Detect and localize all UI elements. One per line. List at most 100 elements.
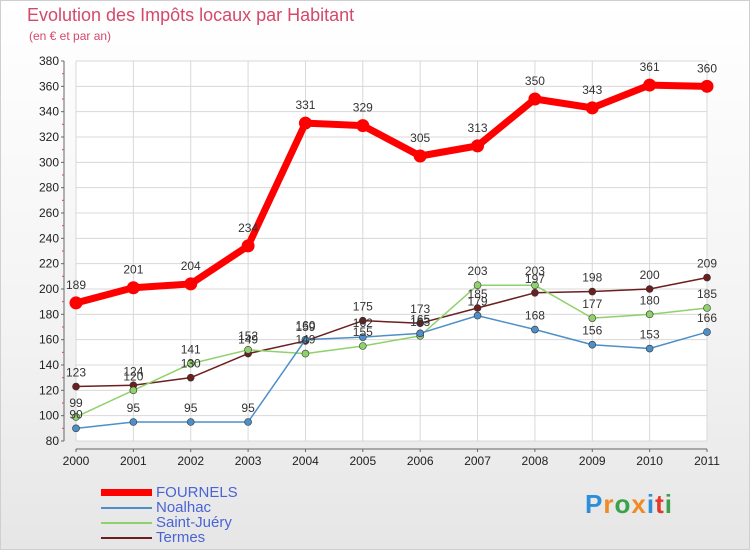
data-point (186, 373, 195, 382)
data-point (531, 288, 539, 297)
data-label: 343 (582, 83, 602, 97)
data-label: 149 (238, 333, 258, 347)
data-label: 168 (525, 309, 545, 323)
y-tick-label: 380 (39, 54, 59, 68)
data-label: 360 (697, 61, 717, 75)
y-tick-label: 120 (39, 383, 59, 397)
data-label: 160 (295, 319, 315, 333)
y-tick-label: 180 (39, 307, 59, 321)
data-point (416, 319, 424, 328)
data-point (359, 316, 367, 325)
x-tick-label: 2008 (522, 454, 549, 468)
legend-label: Saint-Juéry (156, 514, 232, 531)
data-label: 173 (410, 302, 430, 316)
data-point (643, 78, 657, 92)
logo-letter: x (631, 489, 647, 519)
data-label: 166 (697, 311, 717, 325)
data-point (703, 273, 711, 282)
data-point (186, 418, 195, 426)
data-point (69, 296, 83, 310)
data-label: 179 (468, 295, 488, 309)
logo-letter: P (585, 489, 604, 519)
legend-item: Noalhac (101, 500, 301, 515)
data-label: 203 (525, 264, 545, 278)
plot-area (76, 61, 707, 441)
legend-label: Noalhac (156, 499, 212, 516)
legend-swatch (101, 489, 152, 496)
data-label: 90 (69, 407, 83, 421)
data-point (244, 345, 252, 354)
y-tick-label: 320 (39, 130, 59, 144)
data-point (416, 329, 424, 338)
data-label: 162 (353, 316, 373, 330)
logo-letter: o (614, 489, 632, 519)
data-label: 120 (123, 369, 143, 383)
data-point (588, 314, 597, 322)
data-label: 329 (353, 101, 373, 115)
legend-swatch (101, 537, 152, 539)
data-label: 153 (640, 328, 660, 342)
y-tick-label: 200 (39, 282, 59, 296)
data-label: 159 (295, 320, 315, 334)
series-line-fournels (72, 81, 711, 307)
data-label: 204 (181, 259, 201, 273)
data-label: 165 (410, 312, 430, 326)
data-point (585, 101, 599, 115)
data-point (126, 281, 140, 295)
logo-letter: r (603, 489, 615, 519)
y-tick-label: 360 (39, 79, 59, 93)
data-label: 156 (582, 324, 602, 338)
data-label: 123 (66, 366, 86, 380)
data-label: 180 (640, 293, 660, 307)
data-label: 350 (525, 74, 545, 88)
legend-swatch (101, 507, 152, 509)
data-label: 198 (582, 271, 602, 285)
data-point (184, 277, 198, 291)
data-point (301, 335, 310, 344)
x-tick-label: 2005 (349, 454, 376, 468)
data-point (359, 333, 367, 341)
data-label: 95 (127, 401, 141, 415)
data-point (413, 149, 427, 163)
data-point (72, 413, 80, 421)
data-point (298, 116, 312, 130)
data-point (531, 281, 539, 290)
data-point (186, 359, 195, 368)
data-label: 313 (468, 121, 488, 135)
y-tick-label: 300 (39, 155, 59, 169)
data-point (301, 349, 310, 358)
chart-legend: FOURNELS Noalhac Saint-Juéry Termes (101, 485, 301, 545)
data-label: 209 (697, 257, 717, 271)
data-label: 189 (66, 278, 86, 292)
data-label: 130 (181, 357, 201, 371)
data-label: 163 (410, 315, 430, 329)
logo-letter: i (646, 489, 656, 519)
data-label: 185 (697, 287, 717, 301)
legend-item: Saint-Juéry (101, 515, 301, 530)
data-point (129, 386, 138, 395)
data-point (244, 418, 252, 426)
data-point (645, 285, 654, 293)
data-label: 152 (238, 329, 258, 343)
x-tick-label: 2006 (407, 454, 434, 468)
legend-label: Termes (156, 529, 206, 546)
data-point (588, 287, 597, 296)
series-line-termes (75, 276, 708, 388)
series-line-noalhac (75, 314, 708, 430)
chart-title: Evolution des Impôts locaux par Habitant (27, 5, 355, 25)
y-tick-label: 260 (39, 206, 59, 220)
x-tick-label: 2002 (177, 454, 204, 468)
data-label: 99 (69, 396, 83, 410)
data-point (528, 92, 542, 106)
y-tick-label: 240 (39, 231, 59, 245)
data-label: 197 (525, 272, 545, 286)
legend-item: FOURNELS (101, 485, 301, 500)
y-tick-label: 160 (39, 333, 59, 347)
data-point (471, 139, 485, 153)
y-tick-label: 340 (39, 105, 59, 119)
data-point (241, 239, 255, 253)
data-point (72, 382, 80, 391)
data-label: 234 (238, 221, 258, 235)
